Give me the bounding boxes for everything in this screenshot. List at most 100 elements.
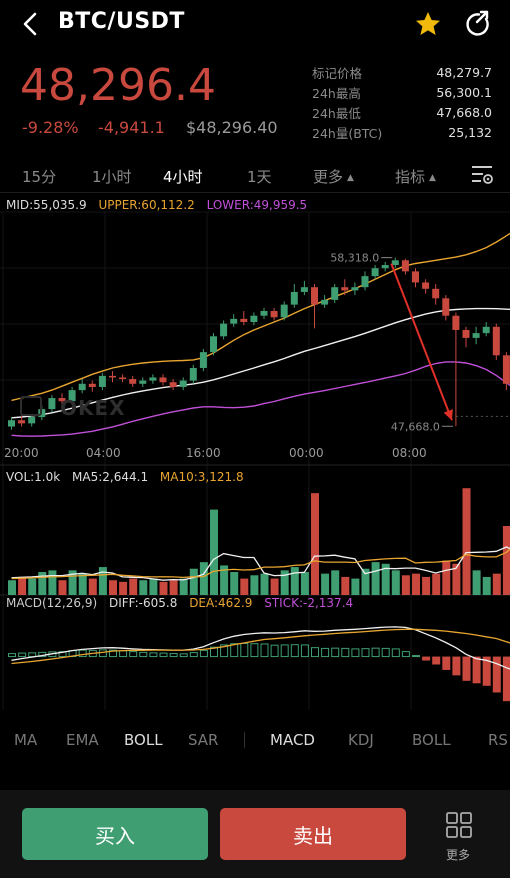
volume-bar	[432, 573, 441, 595]
volume-bar	[452, 563, 461, 595]
back-chevron-icon[interactable]	[18, 10, 44, 38]
tab-15m[interactable]: 15分	[22, 168, 57, 186]
candle-body	[189, 367, 197, 381]
candle-body	[361, 276, 369, 288]
candle-body	[119, 377, 127, 380]
macd-bar	[149, 652, 158, 658]
candle-body	[482, 326, 490, 334]
candle-body	[210, 336, 217, 353]
tab-boll-main[interactable]: BOLL	[124, 731, 163, 749]
sell-button[interactable]: 卖出	[220, 808, 406, 860]
macd-bar	[78, 649, 87, 658]
macd-bar	[442, 656, 451, 670]
time-label: 20:00	[4, 446, 39, 460]
volume-bar	[18, 576, 27, 595]
candle-body	[341, 287, 349, 291]
candle-body	[8, 420, 15, 427]
indicator-dropdown[interactable]: 指标 ▲	[395, 166, 436, 187]
volume-bar	[240, 578, 249, 595]
macd-bar	[351, 648, 360, 658]
tab-macd[interactable]: MACD	[270, 731, 315, 749]
more-timeframes-dropdown[interactable]: 更多 ▲	[313, 166, 354, 187]
chart-settings-icon[interactable]	[470, 164, 494, 186]
candle-body	[199, 352, 207, 368]
vol-value: VOL:1.0k	[6, 470, 61, 484]
volume-bar	[290, 567, 299, 595]
change-percent: -9.28%	[22, 118, 79, 137]
volume-bar	[492, 573, 501, 595]
macd-bar	[412, 655, 420, 658]
volume-bar	[502, 526, 510, 595]
volume-bar	[321, 573, 330, 595]
macd-bar	[280, 644, 289, 658]
stat-24h-high: 24h最高 56,300.1	[312, 82, 492, 102]
volume-bar	[58, 580, 67, 595]
candle-body	[139, 380, 147, 384]
candle-body	[48, 398, 56, 410]
volume-bar	[422, 576, 431, 595]
macd-bar	[109, 649, 117, 658]
volume-bar	[78, 573, 87, 595]
volume-legend: VOL:1.0k MA5:2,644.1 MA10:3,121.8	[6, 470, 252, 484]
star-icon[interactable]	[414, 10, 442, 38]
macd-bar	[472, 656, 481, 684]
tab-sar[interactable]: SAR	[188, 731, 219, 749]
candle-body	[331, 287, 339, 300]
macd-bar	[220, 644, 229, 658]
stat-label: 24h量(BTC)	[312, 125, 383, 141]
candle-body	[18, 420, 26, 424]
pair-title[interactable]: BTC/USDT	[58, 9, 185, 34]
tab-1d[interactable]: 1天	[247, 168, 272, 186]
boll-lower-line	[11, 361, 510, 437]
time-label: 16:00	[186, 446, 221, 460]
macd-bar	[391, 648, 400, 658]
tab-boll-sub[interactable]: BOLL	[412, 731, 451, 749]
tab-4h[interactable]: 4小时	[163, 168, 203, 186]
stat-value: 25,132	[448, 124, 492, 140]
volume-bar	[230, 572, 239, 595]
macd-bar	[482, 656, 491, 686]
candle-body	[220, 323, 228, 337]
tab-kdj[interactable]: KDJ	[348, 731, 374, 749]
macd-bar	[361, 648, 370, 658]
volume-bar	[139, 580, 148, 595]
macd-bar	[401, 651, 410, 658]
candle-body	[109, 375, 116, 378]
candle-body	[98, 375, 106, 387]
tab-ma[interactable]: MA	[14, 731, 38, 749]
macd-bar	[179, 653, 188, 658]
volume-bar	[189, 568, 198, 595]
macd-bar	[230, 643, 239, 658]
share-icon[interactable]	[462, 9, 492, 39]
candle-body	[280, 304, 288, 318]
candle-body	[442, 298, 450, 316]
candle-body	[412, 271, 419, 283]
volume-bar	[119, 581, 128, 595]
stat-mark-price: 标记价格 48,279.7	[312, 62, 492, 82]
macd-bar	[502, 656, 510, 702]
vol-ma5-value: MA5:2,644.1	[72, 470, 149, 484]
kline-chart[interactable]: 58,318.0 47,668.0	[0, 0, 510, 720]
vol-ma10-value: MA10:3,121.8	[159, 470, 244, 484]
volume-bar	[341, 576, 350, 595]
macd-bar	[462, 656, 471, 681]
vol-ma10-line	[11, 548, 510, 580]
tab-1h[interactable]: 1小时	[92, 168, 132, 186]
volume-bar	[442, 560, 451, 595]
stats-panel: 标记价格 48,279.7 24h最高 56,300.1 24h最低 47,66…	[312, 62, 492, 142]
more-label[interactable]: 更多	[446, 848, 471, 862]
macd-bar	[311, 647, 319, 658]
buy-button[interactable]: 买入	[22, 808, 208, 860]
candle-body	[311, 287, 318, 305]
tab-ema[interactable]: EMA	[66, 731, 99, 749]
tab-rsi[interactable]: RS	[488, 731, 508, 749]
macd-legend: MACD(12,26,9) DIFF:-605.8 DEA:462.9 STIC…	[6, 596, 361, 610]
volume-bar	[300, 572, 309, 595]
candle-body	[159, 377, 167, 383]
candle-body	[422, 282, 430, 289]
macd-bar	[422, 656, 431, 661]
volume-bar	[48, 570, 57, 595]
volume-bar	[351, 578, 360, 595]
time-label: 00:00	[289, 446, 324, 460]
grid-icon[interactable]	[446, 812, 472, 838]
